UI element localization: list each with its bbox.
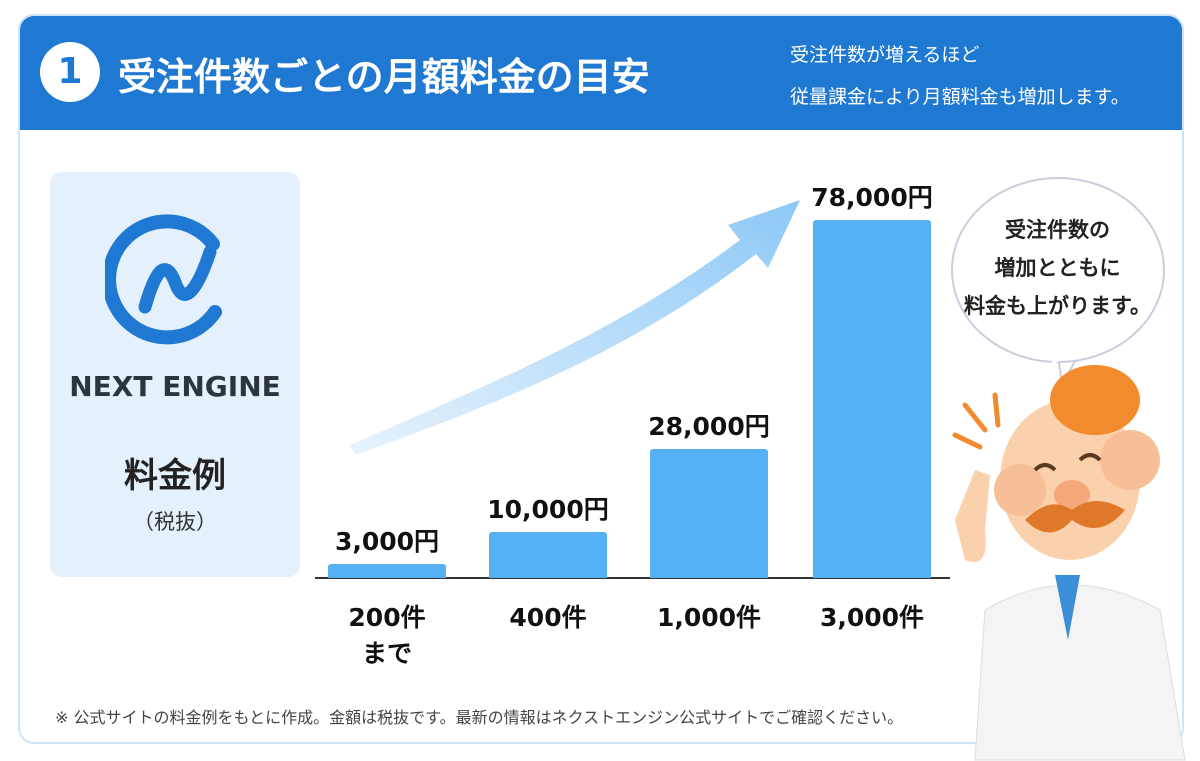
category-label: 3,000件: [819, 603, 925, 632]
sidebar-note: （税抜）: [133, 510, 217, 534]
category-label: 400件: [509, 603, 587, 632]
bubble-text: 受注件数の: [1005, 218, 1110, 242]
value-label: 78,000円: [811, 183, 933, 212]
bubble-text: 料金も上がります。: [964, 294, 1151, 318]
bar: [813, 220, 931, 578]
speech-bubble: [951, 177, 1165, 363]
sidebar: NEXT ENGINE 料金例 （税抜）: [50, 172, 300, 577]
bar: [489, 532, 607, 578]
subtitle: 従量課金により月額料金も増加します。: [790, 86, 1130, 108]
value-label: 3,000円: [334, 527, 440, 557]
card: 1 受注件数ごとの月額料金の目安 受注件数が増えるほど 従量課金により月額料金も…: [18, 14, 1184, 744]
title: 受注件数ごとの月額料金の目安: [118, 55, 650, 99]
growth-arrow: [350, 200, 800, 455]
header: 1 受注件数ごとの月額料金の目安 受注件数が増えるほど 従量課金により月額料金も…: [20, 16, 1182, 130]
bar: [328, 564, 446, 578]
category-label: 1,000件: [656, 603, 762, 632]
logo: [105, 214, 222, 345]
value-label: 28,000円: [648, 412, 770, 442]
footnote: ※ 公式サイトの料金例をもとに作成。金額は税抜です。最新の情報はネクストエンジン…: [55, 708, 904, 727]
bar: [650, 449, 768, 578]
sidebar-label: 料金例: [124, 456, 226, 496]
value-label: 10,000円: [487, 495, 609, 525]
bubble-text: 増加とともに: [994, 256, 1121, 280]
category-label: 200件 まで: [348, 603, 426, 668]
bubble-join: [1051, 350, 1077, 364]
mascot: [952, 365, 1186, 761]
logo-text: NEXT ENGINE: [69, 370, 281, 403]
subtitle: 受注件数が増えるほど: [790, 44, 980, 66]
section-number: 1: [40, 42, 100, 102]
